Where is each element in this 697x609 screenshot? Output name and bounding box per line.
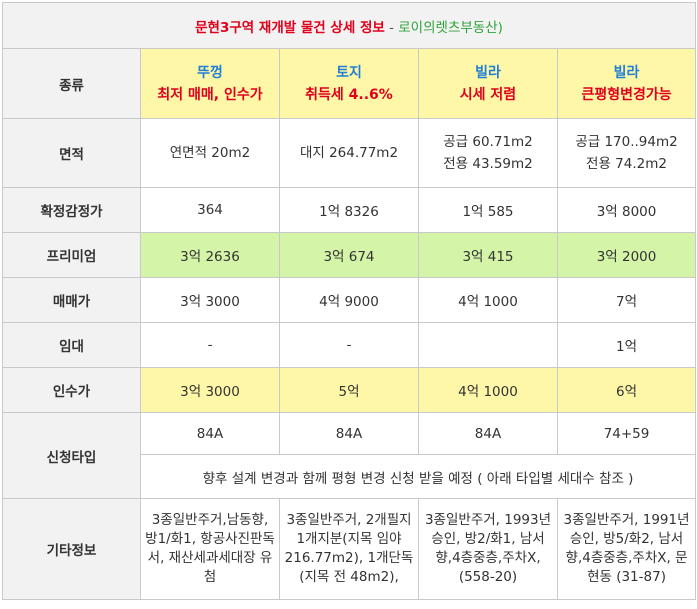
page-title: 문현3구역 재개발 물건 상세 정보 - 로이의렛츠부동산) xyxy=(1,2,697,49)
row-price: 매매가 3억 3000 4억 9000 4억 1000 7억 xyxy=(2,277,697,323)
title-main: 문현3구역 재개발 물건 상세 정보 xyxy=(195,19,385,36)
type-cell-1: 뚜껑 최저 매매, 인수가 xyxy=(140,48,280,119)
area-line-2: 전용 74.2m2 xyxy=(586,156,667,172)
type-cell-4: 빌라 큰평형변경가능 xyxy=(556,48,697,119)
label-appraisal: 확정감정가 xyxy=(2,187,141,233)
label-price: 매매가 xyxy=(2,277,141,323)
etc-cell: 3종일반주거,남동향, 방1/화1, 항공사진판독서, 재산세과세대장 유첨 xyxy=(140,498,280,600)
premium-cell: 3억 2636 xyxy=(140,232,280,278)
area-cell-3: 공급 60.71m2 전용 43.59m2 xyxy=(418,118,558,188)
premium-cell: 3억 415 xyxy=(418,232,558,278)
appraisal-cell: 1억 8326 xyxy=(279,187,419,233)
lease-cell: - xyxy=(279,322,419,368)
row-apply-note: 향후 설계 변경과 함께 평형 변경 신청 받을 예정 ( 아래 타입별 세대수… xyxy=(3,454,697,499)
apply-type-cell: 84A xyxy=(418,412,558,455)
label-type: 종류 xyxy=(2,48,141,119)
etc-cell: 3종일반주거, 1993년 승인, 방2/화1, 남서향,4층중층,주차X, (… xyxy=(418,498,558,600)
type-note: 시세 저렴 xyxy=(459,86,517,103)
price-cell: 3억 3000 xyxy=(140,277,280,323)
appraisal-cell: 1억 585 xyxy=(418,187,558,233)
type-note: 취득세 4..6% xyxy=(305,86,393,103)
area-line-1: 공급 60.71m2 xyxy=(443,134,533,150)
type-cell-3: 빌라 시세 저렴 xyxy=(418,48,558,119)
etc-cell: 3종일반주거, 1991년 승인, 방5/화2, 남서향,4층중층,주차X, 문… xyxy=(556,498,697,600)
area-cell-4: 공급 170..94m2 전용 74.2m2 xyxy=(556,118,697,188)
area-line-2: 전용 43.59m2 xyxy=(443,156,533,172)
label-lease: 임대 xyxy=(2,322,141,368)
row-type: 종류 뚜껑 최저 매매, 인수가 토지 취득세 4..6% 빌라 시세 저렴 빌… xyxy=(2,48,697,119)
row-appraisal: 확정감정가 364 1억 8326 1억 585 3억 8000 xyxy=(2,187,697,233)
area-line-1: 연면적 20m2 xyxy=(169,145,251,161)
type-name: 빌라 xyxy=(613,64,640,81)
type-note: 큰평형변경가능 xyxy=(581,86,672,103)
premium-cell: 3억 674 xyxy=(279,232,419,278)
takeover-cell: 3억 3000 xyxy=(140,367,280,413)
area-cell-2: 대지 264.77m2 xyxy=(279,118,419,188)
apply-type-cell: 74+59 xyxy=(556,412,697,455)
price-cell: 4억 1000 xyxy=(418,277,558,323)
lease-cell: 1억 xyxy=(556,322,697,368)
label-apply-type: 신청타입 xyxy=(2,412,141,499)
type-note: 최저 매매, 인수가 xyxy=(157,86,263,103)
type-name: 뚜껑 xyxy=(197,64,223,81)
price-cell: 7억 xyxy=(556,277,697,323)
label-takeover: 인수가 xyxy=(2,367,141,413)
premium-cell: 3억 2000 xyxy=(556,232,697,278)
label-area: 면적 xyxy=(2,118,141,188)
row-apply-type: 신청타입 84A 84A 84A 74+59 xyxy=(2,412,697,499)
price-cell: 4억 9000 xyxy=(279,277,419,323)
apply-type-cell: 84A xyxy=(140,412,280,455)
takeover-cell: 5억 xyxy=(279,367,419,413)
title-row: 문현3구역 재개발 물건 상세 정보 - 로이의렛츠부동산) xyxy=(1,2,697,49)
etc-cell: 3종일반주거, 2개필지 1개지분(지목 임야 216.77m2), 1개단독(… xyxy=(279,498,419,600)
title-separator: - xyxy=(384,19,399,36)
lease-cell xyxy=(418,322,558,368)
area-line-1: 공급 170..94m2 xyxy=(575,134,678,150)
apply-note: 향후 설계 변경과 함께 평형 변경 신청 받을 예정 ( 아래 타입별 세대수… xyxy=(139,454,697,499)
row-takeover: 인수가 3억 3000 5억 4억 1000 6억 xyxy=(2,367,697,413)
takeover-cell: 6억 xyxy=(556,367,697,413)
lease-cell: - xyxy=(140,322,280,368)
area-line-1: 대지 264.77m2 xyxy=(299,145,399,161)
row-area: 면적 연면적 20m2 대지 264.77m2 공급 60.71m2 전용 43… xyxy=(2,118,697,188)
appraisal-cell: 3억 8000 xyxy=(556,187,697,233)
appraisal-cell: 364 xyxy=(140,187,280,233)
type-name: 빌라 xyxy=(475,64,501,81)
row-premium: 프리미엄 3억 2636 3억 674 3억 415 3억 2000 xyxy=(2,232,697,278)
area-cell-1: 연면적 20m2 xyxy=(140,118,280,188)
title-source: 로이의렛츠부동산) xyxy=(398,19,503,36)
row-lease: 임대 - - 1억 xyxy=(2,322,697,368)
type-name: 토지 xyxy=(336,64,362,81)
label-premium: 프리미엄 xyxy=(2,232,141,278)
takeover-cell: 4억 1000 xyxy=(418,367,558,413)
apply-type-cell: 84A xyxy=(279,412,419,455)
row-etc: 기타정보 3종일반주거,남동향, 방1/화1, 항공사진판독서, 재산세과세대장… xyxy=(2,498,697,600)
label-etc: 기타정보 xyxy=(2,498,141,600)
type-cell-2: 토지 취득세 4..6% xyxy=(279,48,419,119)
